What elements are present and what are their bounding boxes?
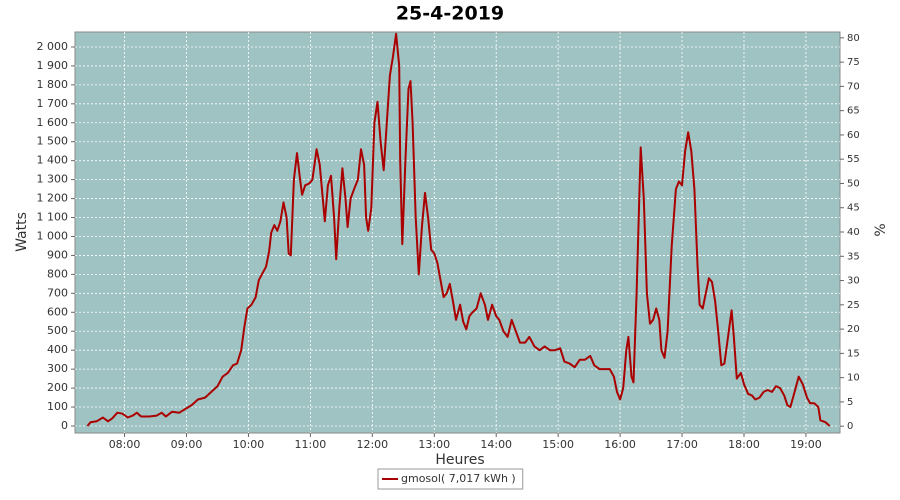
y2-tick-label: 50 [847, 178, 860, 189]
x-tick-label: 17:00 [666, 438, 698, 451]
y-tick-label: 1 300 [37, 173, 69, 186]
y-tick-label: 900 [47, 248, 68, 261]
x-tick-label: 12:00 [356, 438, 388, 451]
y2-tick-label: 75 [847, 57, 860, 68]
y2-axis-title: % [873, 223, 889, 236]
x-tick-label: 09:00 [171, 438, 203, 451]
y-tick-label: 1 600 [37, 116, 69, 129]
x-tick-label: 10:00 [233, 438, 265, 451]
legend-label: gmosol( 7,017 kWh ) [401, 472, 516, 485]
y2-tick-label: 0 [847, 421, 853, 432]
legend-box [377, 468, 524, 490]
y2-tick-label: 65 [847, 106, 860, 117]
y-tick-label: 1 700 [37, 97, 69, 110]
y2-tick-label: 40 [847, 227, 860, 238]
y2-tick-label: 55 [847, 154, 860, 165]
y-tick-label: 1 500 [37, 135, 69, 148]
y2-tick-label: 10 [847, 373, 860, 384]
x-axis-title: Heures [435, 452, 484, 468]
y-tick-label: 1 400 [37, 154, 69, 167]
y2-tick-label: 80 [847, 33, 860, 44]
y-tick-label: 600 [47, 305, 68, 318]
y-tick-label: 200 [47, 381, 68, 394]
y-tick-label: 2 000 [37, 40, 69, 53]
y-tick-label: 1 000 [37, 229, 69, 242]
y2-tick-label: 30 [847, 276, 860, 287]
y2-tick-label: 5 [847, 397, 853, 408]
y-tick-label: 0 [61, 419, 68, 432]
y-axis-title: Watts [14, 212, 30, 252]
y-tick-label: 100 [47, 400, 68, 413]
y2-tick-label: 20 [847, 324, 860, 335]
y-tick-label: 1 900 [37, 59, 69, 72]
x-tick-label: 13:00 [418, 438, 450, 451]
y2-tick-label: 70 [847, 81, 860, 92]
y-tick-label: 800 [47, 267, 68, 280]
y2-tick-label: 15 [847, 348, 860, 359]
x-tick-label: 16:00 [604, 438, 636, 451]
y2-tick-label: 35 [847, 251, 860, 262]
y2-tick-label: 60 [847, 130, 860, 141]
plot-area [74, 31, 841, 434]
y-tick-label: 1 200 [37, 192, 69, 205]
y2-tick-label: 25 [847, 300, 860, 311]
x-tick-label: 18:00 [728, 438, 760, 451]
y-tick-label: 300 [47, 362, 68, 375]
y-tick-label: 1 800 [37, 78, 69, 91]
series-line [86, 32, 831, 427]
y-tick-label: 1 100 [37, 211, 69, 224]
x-tick-label: 08:00 [109, 438, 141, 451]
y-tick-label: 700 [47, 286, 68, 299]
x-tick-label: 15:00 [542, 438, 574, 451]
x-tick-label: 19:00 [790, 438, 822, 451]
x-tick-label: 11:00 [295, 438, 327, 451]
chart-title: 25-4-2019 [396, 3, 504, 25]
y-tick-label: 400 [47, 343, 68, 356]
x-tick-label: 14:00 [480, 438, 512, 451]
y-tick-label: 500 [47, 324, 68, 337]
y2-tick-label: 45 [847, 203, 860, 214]
